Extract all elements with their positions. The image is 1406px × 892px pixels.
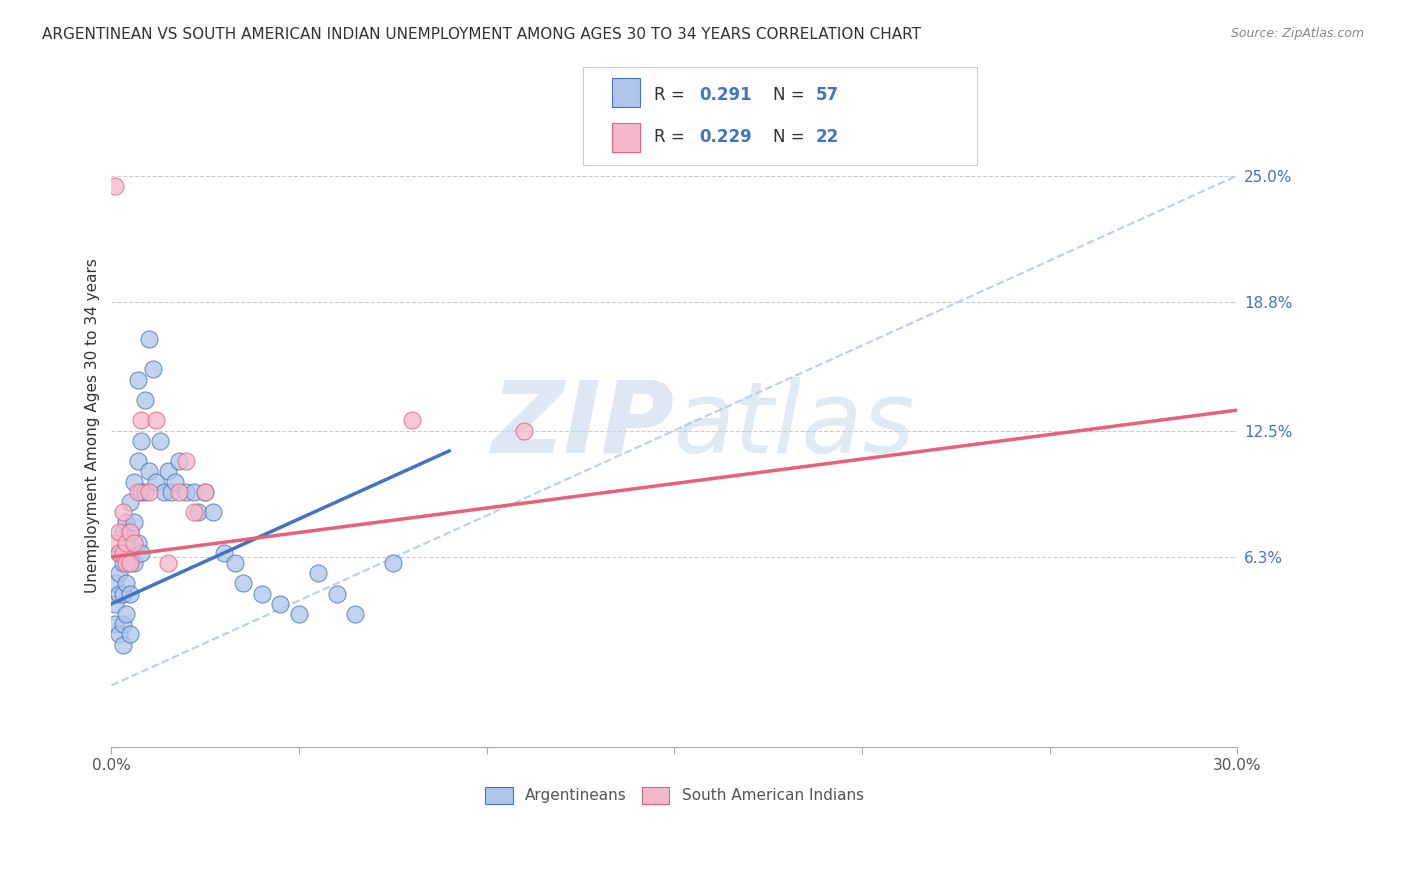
Point [134, 484, 156, 499]
Point [131, 434, 153, 448]
Point [122, 516, 145, 530]
Point [401, 413, 423, 427]
Point [194, 484, 217, 499]
Point [288, 607, 311, 621]
Point [115, 535, 138, 549]
Point [131, 546, 153, 560]
Point [111, 587, 134, 601]
Y-axis label: Unemployment Among Ages 30 to 34 years: Unemployment Among Ages 30 to 34 years [86, 258, 100, 593]
Point [176, 484, 198, 499]
Point [160, 484, 183, 499]
Legend: Argentineans, South American Indians: Argentineans, South American Indians [479, 780, 870, 810]
Point [108, 546, 131, 560]
Text: 0.229: 0.229 [699, 128, 752, 146]
Point [145, 413, 167, 427]
Text: ZIP: ZIP [491, 377, 675, 474]
Point [108, 627, 131, 641]
Point [513, 424, 536, 438]
Point [120, 556, 142, 570]
Point [381, 556, 404, 570]
Point [115, 607, 138, 621]
Point [120, 627, 142, 641]
Point [111, 505, 134, 519]
Point [153, 484, 176, 499]
Text: N =: N = [773, 86, 810, 103]
Point [122, 475, 145, 489]
Point [111, 638, 134, 652]
Point [120, 556, 142, 570]
Point [111, 546, 134, 560]
Point [138, 464, 160, 478]
Point [325, 587, 347, 601]
Point [120, 525, 142, 540]
Point [115, 576, 138, 591]
Point [269, 597, 291, 611]
Point [127, 484, 149, 499]
Point [142, 362, 165, 376]
Point [122, 556, 145, 570]
Point [122, 535, 145, 549]
Text: 0.291: 0.291 [699, 86, 751, 103]
Point [108, 587, 131, 601]
Point [104, 576, 127, 591]
Point [127, 372, 149, 386]
Point [176, 454, 198, 468]
Point [104, 597, 127, 611]
Point [120, 495, 142, 509]
Point [104, 178, 127, 193]
Point [127, 454, 149, 468]
Point [201, 505, 224, 519]
Point [212, 546, 235, 560]
Text: 57: 57 [815, 86, 838, 103]
Point [149, 434, 172, 448]
Text: 22: 22 [815, 128, 839, 146]
Point [138, 484, 160, 499]
Point [111, 617, 134, 632]
Point [156, 464, 179, 478]
Point [120, 587, 142, 601]
Point [108, 546, 131, 560]
Point [108, 525, 131, 540]
Point [183, 484, 205, 499]
Point [165, 475, 187, 489]
Text: R =: R = [654, 128, 690, 146]
Text: atlas: atlas [675, 377, 915, 474]
Point [111, 525, 134, 540]
Point [224, 556, 246, 570]
Text: ARGENTINEAN VS SOUTH AMERICAN INDIAN UNEMPLOYMENT AMONG AGES 30 TO 34 YEARS CORR: ARGENTINEAN VS SOUTH AMERICAN INDIAN UNE… [42, 27, 921, 42]
Point [108, 566, 131, 581]
Text: R =: R = [654, 86, 690, 103]
Point [250, 587, 273, 601]
Point [145, 475, 167, 489]
Point [111, 556, 134, 570]
Text: N =: N = [773, 128, 810, 146]
Point [232, 576, 254, 591]
Point [115, 556, 138, 570]
Point [194, 484, 217, 499]
Point [115, 516, 138, 530]
Point [104, 535, 127, 549]
Point [167, 484, 190, 499]
Point [167, 454, 190, 468]
Point [115, 546, 138, 560]
Point [131, 484, 153, 499]
Point [120, 525, 142, 540]
Point [344, 607, 367, 621]
Point [183, 505, 205, 519]
Point [127, 535, 149, 549]
Point [134, 392, 156, 407]
Text: Source: ZipAtlas.com: Source: ZipAtlas.com [1230, 27, 1364, 40]
Point [104, 617, 127, 632]
Point [131, 413, 153, 427]
Point [307, 566, 329, 581]
Point [156, 556, 179, 570]
Point [187, 505, 209, 519]
Point [138, 332, 160, 346]
